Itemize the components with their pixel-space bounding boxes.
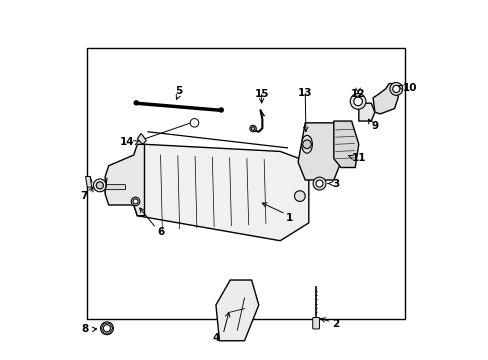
Circle shape: [312, 177, 325, 190]
Circle shape: [302, 140, 311, 149]
Text: 5: 5: [174, 86, 182, 96]
Polygon shape: [105, 144, 144, 216]
Polygon shape: [358, 103, 374, 121]
FancyBboxPatch shape: [99, 185, 125, 190]
Circle shape: [101, 322, 113, 335]
FancyBboxPatch shape: [312, 318, 319, 329]
Polygon shape: [372, 84, 397, 114]
Circle shape: [219, 108, 223, 112]
Circle shape: [131, 197, 140, 206]
Circle shape: [96, 182, 103, 189]
Polygon shape: [134, 144, 308, 241]
Polygon shape: [333, 121, 358, 167]
Text: 13: 13: [297, 88, 312, 98]
Circle shape: [249, 125, 256, 132]
Circle shape: [315, 180, 323, 187]
Circle shape: [349, 94, 365, 109]
Circle shape: [353, 97, 362, 106]
Text: 9: 9: [370, 121, 378, 131]
Text: 12: 12: [350, 89, 365, 99]
Circle shape: [190, 118, 198, 127]
Text: 6: 6: [157, 227, 164, 237]
Circle shape: [93, 179, 106, 192]
Text: 10: 10: [402, 83, 416, 93]
Text: 8: 8: [81, 324, 89, 334]
Circle shape: [294, 191, 305, 202]
Circle shape: [133, 199, 138, 204]
Ellipse shape: [301, 135, 312, 153]
Circle shape: [392, 85, 399, 93]
Text: 7: 7: [81, 191, 88, 201]
Polygon shape: [137, 134, 146, 144]
Circle shape: [251, 127, 254, 130]
Circle shape: [134, 101, 138, 105]
Circle shape: [103, 325, 110, 332]
Text: 15: 15: [254, 89, 268, 99]
Text: 1: 1: [285, 212, 292, 222]
Polygon shape: [298, 123, 340, 180]
Circle shape: [389, 82, 402, 95]
Text: 14: 14: [120, 138, 134, 148]
Text: 11: 11: [351, 153, 366, 163]
Text: 3: 3: [331, 179, 339, 189]
Text: 2: 2: [331, 319, 339, 329]
Polygon shape: [85, 176, 91, 187]
Text: 4: 4: [212, 333, 220, 343]
Polygon shape: [216, 280, 258, 341]
